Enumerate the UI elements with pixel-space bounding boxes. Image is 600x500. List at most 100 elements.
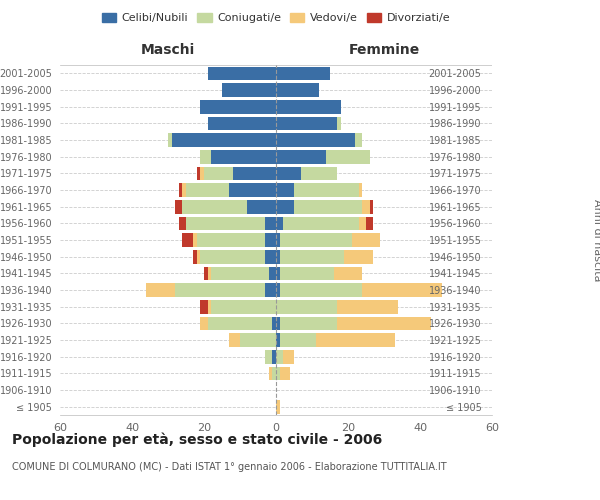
Bar (344, 250, 373, 264)
Bar (186, 216, 265, 230)
Bar (265, 250, 276, 264)
Text: Maschi: Maschi (141, 44, 195, 58)
Bar (229, 333, 240, 347)
Bar (208, 116, 276, 130)
Text: Femmine: Femmine (349, 44, 419, 58)
Bar (276, 400, 280, 413)
Bar (362, 200, 370, 213)
Bar (272, 366, 276, 380)
Bar (200, 316, 208, 330)
Bar (326, 150, 370, 164)
Bar (197, 233, 265, 247)
Bar (370, 200, 373, 213)
Bar (186, 183, 229, 197)
Bar (276, 233, 280, 247)
Bar (200, 166, 204, 180)
Bar (193, 250, 197, 264)
Bar (193, 233, 197, 247)
Legend: Celibi/Nubili, Coniugati/e, Vedovi/e, Divorziati/e: Celibi/Nubili, Coniugati/e, Vedovi/e, Di… (100, 10, 452, 26)
Bar (276, 83, 319, 97)
Bar (276, 100, 341, 114)
Bar (208, 316, 272, 330)
Bar (276, 333, 280, 347)
Bar (197, 166, 200, 180)
Bar (276, 216, 283, 230)
Bar (208, 300, 211, 314)
Bar (200, 100, 276, 114)
Bar (204, 166, 233, 180)
Bar (276, 133, 355, 147)
Bar (200, 150, 211, 164)
Bar (280, 250, 344, 264)
Bar (280, 283, 362, 297)
Bar (240, 333, 276, 347)
Bar (276, 316, 280, 330)
Bar (280, 333, 316, 347)
Bar (265, 216, 276, 230)
Bar (276, 350, 283, 364)
Bar (337, 116, 341, 130)
Bar (175, 200, 182, 213)
Bar (172, 133, 276, 147)
Bar (280, 266, 334, 280)
Bar (359, 216, 366, 230)
Bar (276, 166, 301, 180)
Bar (182, 183, 186, 197)
Bar (337, 300, 398, 314)
Bar (179, 183, 182, 197)
Bar (355, 133, 362, 147)
Bar (276, 200, 294, 213)
Bar (276, 300, 337, 314)
Bar (211, 266, 269, 280)
Bar (334, 266, 362, 280)
Bar (222, 83, 276, 97)
Bar (233, 166, 276, 180)
Bar (247, 200, 276, 213)
Bar (272, 350, 276, 364)
Bar (265, 283, 276, 297)
Bar (269, 366, 272, 380)
Bar (276, 183, 294, 197)
Bar (146, 283, 175, 297)
Bar (211, 150, 276, 164)
Bar (276, 116, 337, 130)
Bar (366, 216, 373, 230)
Bar (204, 266, 208, 280)
Bar (179, 216, 186, 230)
Bar (280, 233, 352, 247)
Bar (168, 133, 172, 147)
Bar (175, 283, 265, 297)
Bar (265, 233, 276, 247)
Bar (200, 300, 208, 314)
Bar (276, 250, 280, 264)
Bar (211, 300, 276, 314)
Bar (280, 366, 290, 380)
Bar (276, 150, 326, 164)
Bar (269, 266, 276, 280)
Bar (265, 350, 272, 364)
Bar (276, 66, 330, 80)
Bar (359, 183, 362, 197)
Bar (197, 250, 200, 264)
Bar (229, 183, 276, 197)
Bar (352, 233, 380, 247)
Bar (200, 250, 265, 264)
Bar (280, 316, 337, 330)
Text: Popolazione per età, sesso e stato civile - 2006: Popolazione per età, sesso e stato civil… (12, 432, 382, 447)
Bar (294, 183, 359, 197)
Bar (208, 266, 211, 280)
Bar (337, 316, 431, 330)
Bar (283, 216, 359, 230)
Bar (301, 166, 337, 180)
Bar (316, 333, 395, 347)
Bar (294, 200, 362, 213)
Bar (276, 366, 280, 380)
Bar (208, 66, 276, 80)
Bar (276, 266, 280, 280)
Text: Anni di nascita: Anni di nascita (592, 198, 600, 281)
Bar (362, 283, 442, 297)
Bar (272, 316, 276, 330)
Bar (182, 233, 193, 247)
Bar (182, 200, 247, 213)
Text: COMUNE DI COLMURANO (MC) - Dati ISTAT 1° gennaio 2006 - Elaborazione TUTTITALIA.: COMUNE DI COLMURANO (MC) - Dati ISTAT 1°… (12, 462, 446, 472)
